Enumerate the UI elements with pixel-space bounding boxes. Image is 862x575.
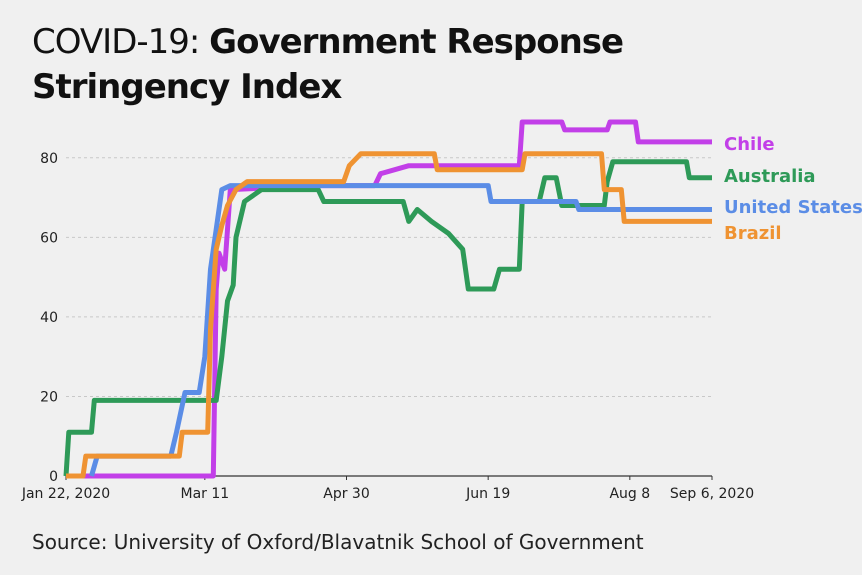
- x-tick-label: Mar 11: [180, 486, 229, 502]
- y-tick-label: 20: [40, 389, 58, 405]
- series-line-brazil: [66, 151, 712, 479]
- x-tick-label: Aug 8: [609, 486, 650, 502]
- chart-title-main: Government Response Stringency Index: [32, 22, 624, 107]
- x-tick-labels: Jan 22, 2020 Mar 11 Apr 30 Jun 19 Aug 8 Sep 6…: [21, 476, 754, 502]
- series-label-brazil: Brazil: [724, 223, 782, 244]
- x-tick-label: Apr 30: [323, 486, 369, 502]
- series-label-united-states: United States: [724, 197, 862, 218]
- series-lines: [63, 119, 712, 479]
- series-line-chile: [66, 119, 712, 479]
- chart-title: COVID-19: Government Response Stringency …: [32, 20, 832, 110]
- series-label-australia: Australia: [724, 166, 816, 187]
- y-tick-label: 60: [40, 230, 58, 246]
- series-label-chile: Chile: [724, 134, 775, 155]
- chart-title-line1: Government Response: [209, 22, 624, 62]
- chart-title-prefix: COVID-19:: [32, 22, 200, 62]
- x-tick-label: Jan 22, 2020: [21, 486, 110, 502]
- y-tick-label: 80: [40, 151, 58, 167]
- source-note: Source: University of Oxford/Blavatnik S…: [32, 530, 644, 554]
- y-tick-labels: 0 20 40 60 80: [40, 151, 58, 485]
- x-tick-label: Sep 6, 2020: [670, 486, 754, 502]
- series-labels: Chile Australia United States Brazil: [724, 134, 862, 244]
- y-tick-label: 40: [40, 310, 58, 326]
- x-tick-label: Jun 19: [465, 486, 510, 502]
- grid-lines: [66, 157, 712, 477]
- chart-title-line2: Stringency Index: [32, 67, 342, 107]
- series-line-australia: [63, 159, 712, 477]
- series-line-united-states: [89, 183, 712, 477]
- y-tick-label: 0: [49, 469, 58, 485]
